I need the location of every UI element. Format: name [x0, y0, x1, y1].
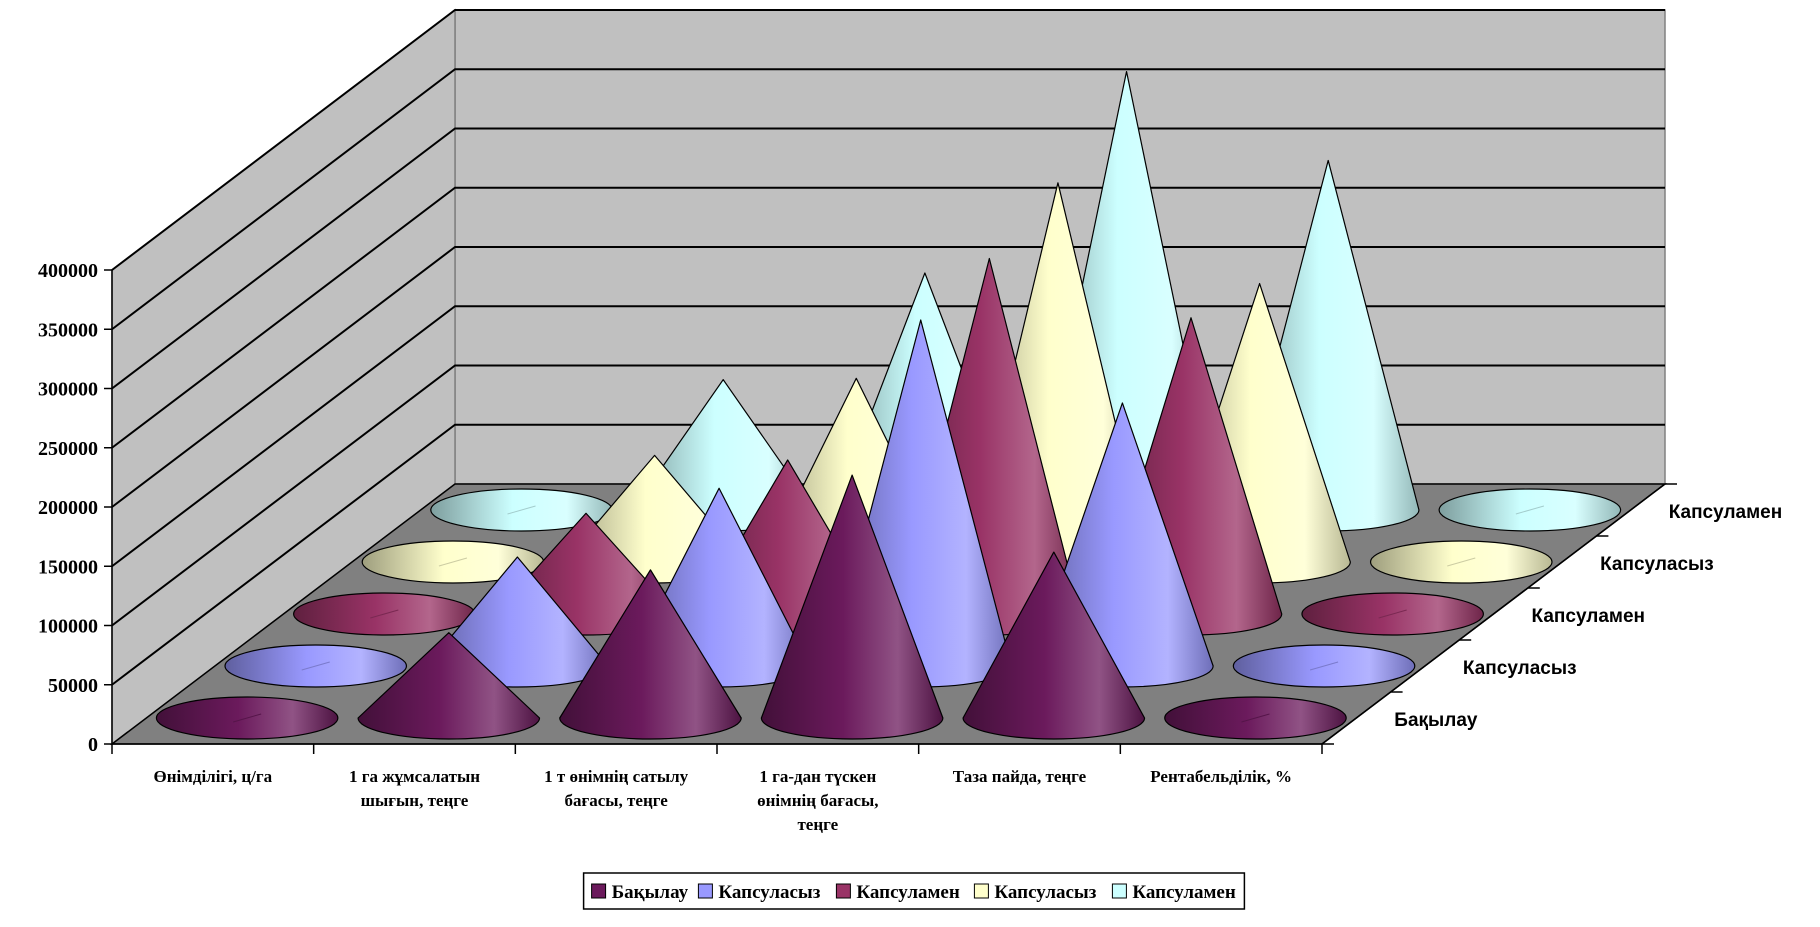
y-tick-label: 400000 — [38, 260, 98, 282]
x-tick-label: 1 т өнімнің сатылу бағасы, теңге — [544, 767, 688, 810]
y-tick-label: 150000 — [38, 556, 98, 578]
gridline — [111, 246, 1665, 508]
legend-swatch — [1111, 883, 1127, 899]
x-tick-label: Рентабельділік, % — [1150, 767, 1292, 786]
y-tick-label: 50000 — [48, 675, 98, 697]
cone-apex-shadow — [1447, 557, 1476, 567]
cone-mark — [361, 540, 545, 584]
gridline — [111, 9, 1665, 271]
cone-mark — [357, 632, 541, 740]
depth-tick-label: Капсуламен — [1532, 606, 1646, 627]
cone-mark — [760, 474, 944, 740]
cone-mark — [1164, 696, 1347, 740]
y-tick-label: 350000 — [38, 319, 98, 341]
y-tick-label: 100000 — [38, 616, 98, 638]
cone-apex-shadow — [301, 661, 330, 671]
y-tick-label: 250000 — [38, 438, 98, 460]
cone-apex-shadow — [1309, 661, 1339, 671]
legend-label: Капсуласыз — [994, 882, 1096, 903]
x-tick-label: Таза пайда, теңге — [953, 767, 1087, 786]
legend-label: Капсуламен — [856, 882, 959, 903]
cone-mark — [962, 551, 1146, 740]
cone-mark — [1232, 644, 1416, 688]
cone-mark — [1301, 592, 1485, 636]
depth-tick-label: Капсуламен — [1669, 502, 1783, 523]
cone-apex-shadow — [1515, 505, 1545, 515]
y-tick-label: 200000 — [38, 497, 98, 519]
depth-tick-label: Бақылау — [1394, 710, 1478, 731]
cone-apex-shadow — [232, 713, 262, 723]
cone-body — [962, 551, 1146, 740]
legend-box — [582, 872, 1246, 910]
cone-body — [760, 474, 944, 740]
depth-tick-label: Капсуласыз — [1600, 554, 1714, 575]
cone-body — [559, 569, 742, 740]
cone-mark — [224, 644, 408, 688]
x-tick-label: Өнімділігі, ц/га — [154, 767, 273, 786]
cone-apex-shadow — [507, 505, 536, 515]
legend-label: Капсуласыз — [718, 882, 820, 903]
cone-body — [357, 632, 541, 740]
gridline — [111, 127, 1665, 390]
cone-mark — [1369, 540, 1553, 584]
cone-apex-shadow — [1241, 713, 1270, 723]
depth-tick-label: Капсуласыз — [1463, 658, 1577, 679]
legend-swatch — [835, 883, 851, 899]
legend-swatch — [697, 883, 713, 899]
y-tick-label: 0 — [88, 734, 98, 756]
legend-swatch — [591, 883, 607, 899]
x-tick-label: 1 га жұмсалатын шығын, теңге — [349, 767, 480, 810]
cone-mark — [155, 696, 339, 740]
cone-mark — [559, 569, 742, 740]
cone-mark — [1438, 488, 1622, 532]
cone-apex-shadow — [1378, 609, 1407, 619]
gridline — [111, 186, 1665, 449]
y-tick-label: 300000 — [38, 379, 98, 401]
cone-mark — [292, 592, 476, 636]
legend-label: Капсуламен — [1132, 882, 1235, 903]
cone-apex-shadow — [438, 557, 468, 567]
legend-label: Бақылау — [612, 882, 689, 903]
legend-swatch — [973, 883, 989, 899]
x-tick-label: 1 га-дан түскен өнімнің бағасы, теңге — [757, 767, 878, 834]
depth-axis — [1321, 483, 1666, 745]
cone-apex-shadow — [370, 609, 399, 619]
gridline — [111, 68, 1665, 331]
